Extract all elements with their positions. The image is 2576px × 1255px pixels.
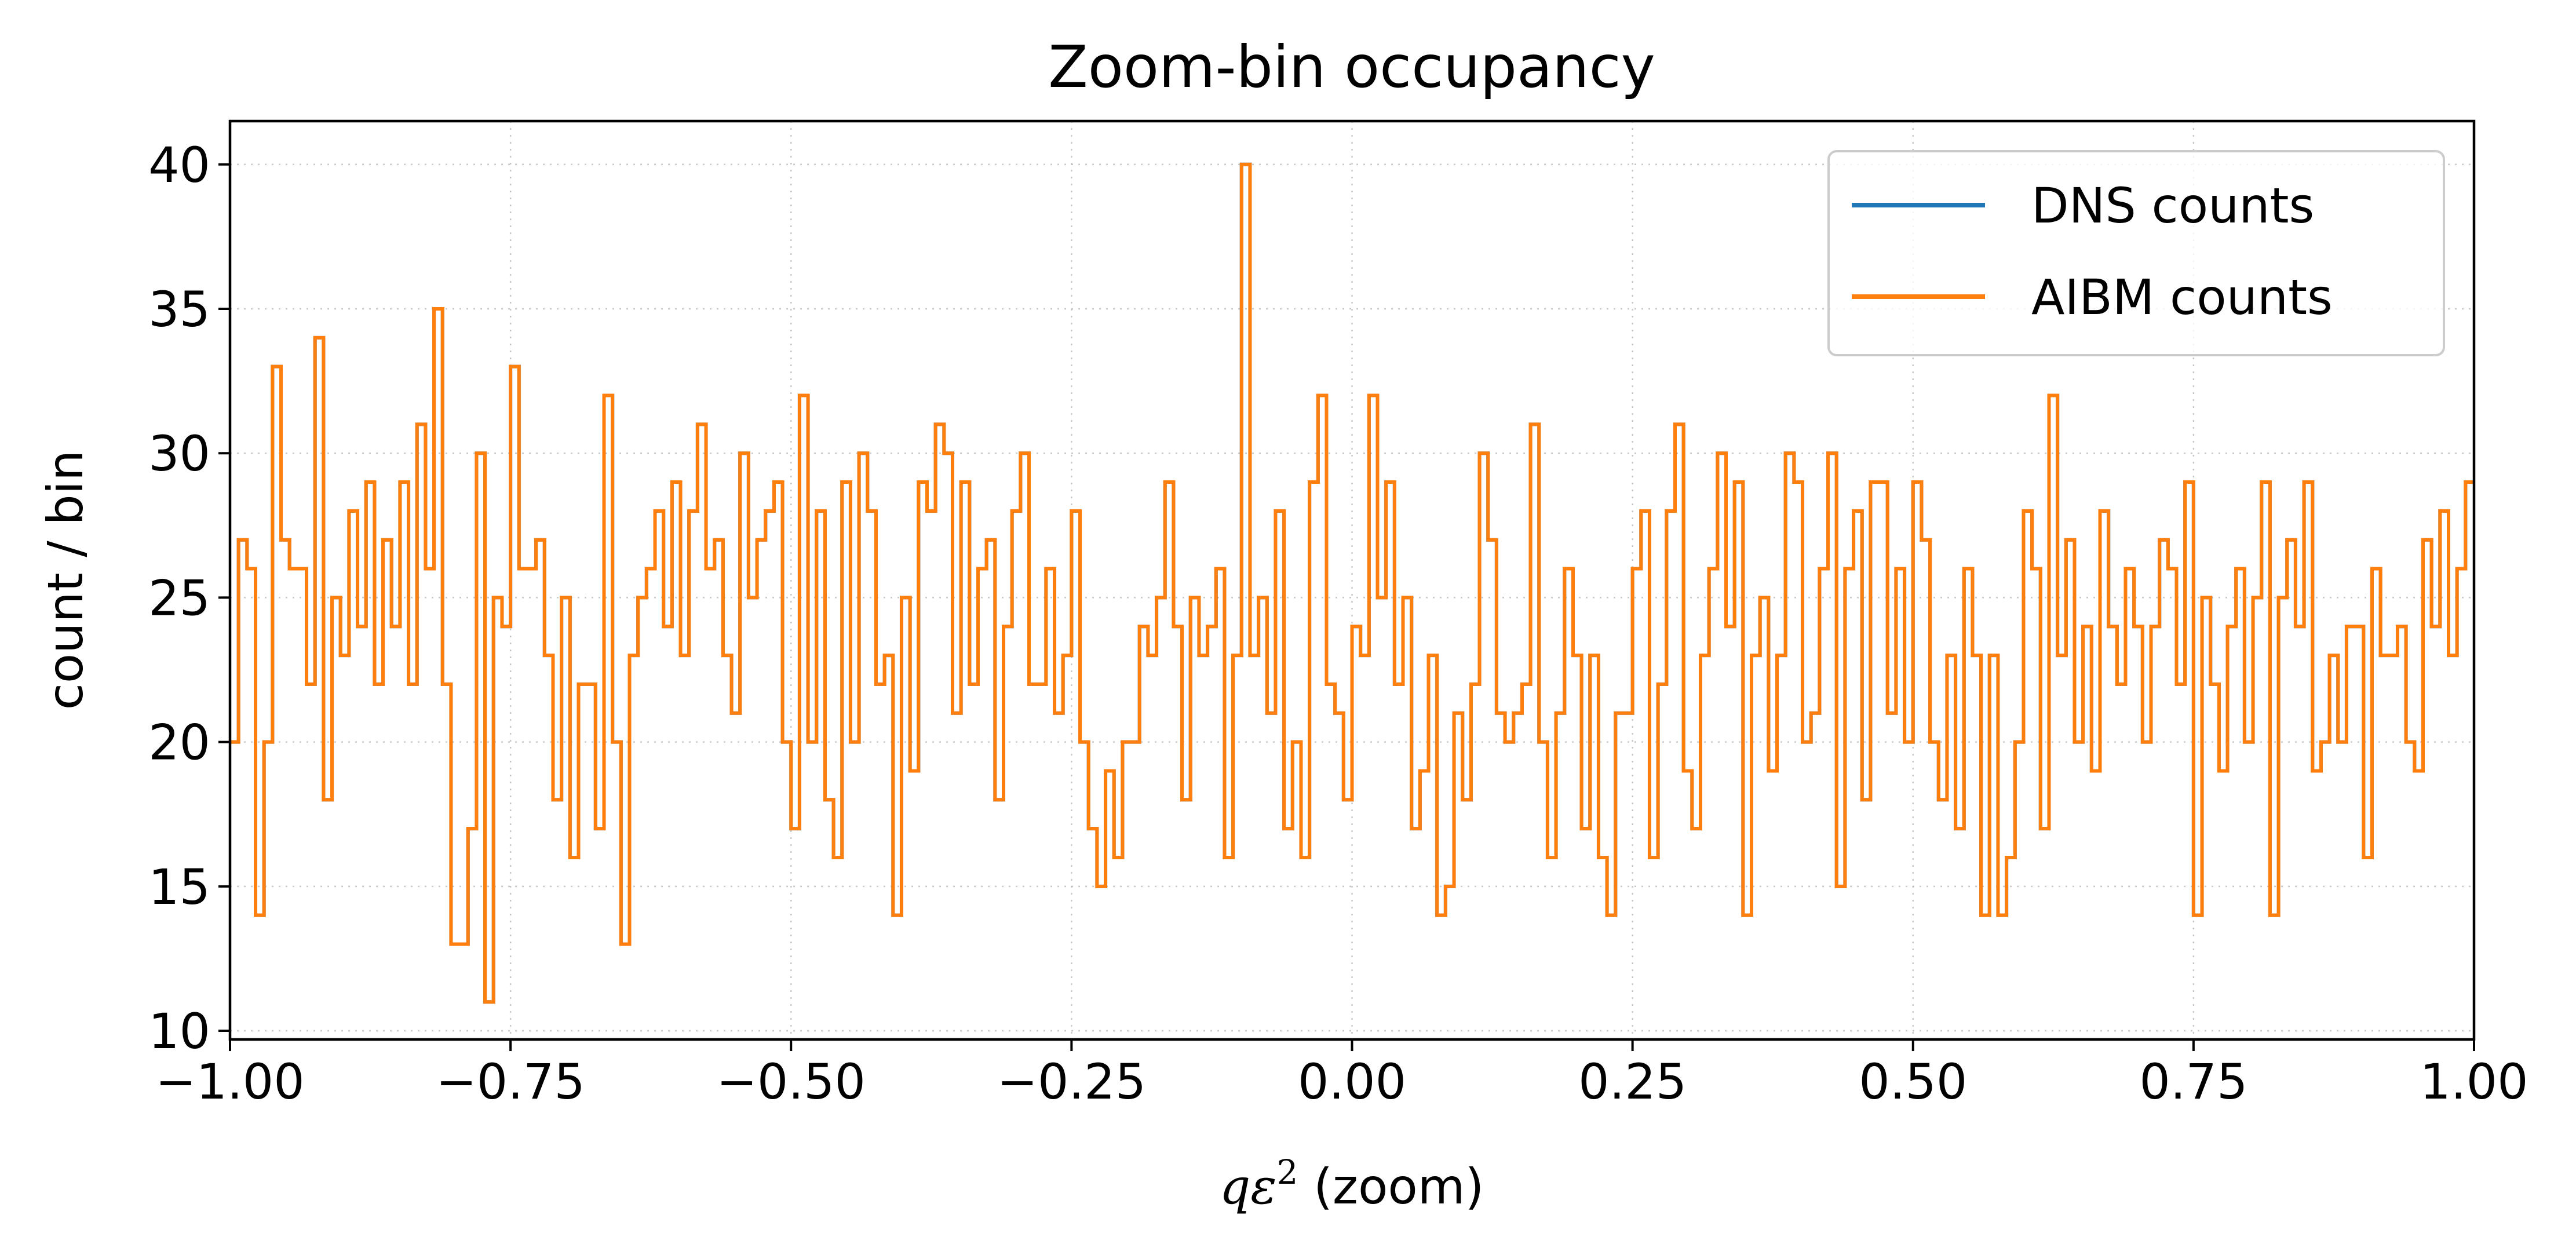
x-tick-label: −0.50 xyxy=(717,1053,866,1110)
legend: DNS counts AIBM counts xyxy=(1827,150,2445,356)
x-tick-label: 0.75 xyxy=(2139,1053,2247,1110)
x-tick-label: −1.00 xyxy=(155,1053,304,1110)
y-tick-label: 25 xyxy=(148,570,210,626)
x-tick-label: −0.25 xyxy=(997,1053,1146,1110)
x-tick-label: −0.75 xyxy=(436,1053,585,1110)
series-group xyxy=(230,162,2474,1004)
legend-label-aibm: AIBM counts xyxy=(2031,269,2333,326)
x-axis-label-suffix: (zoom) xyxy=(1298,1158,1484,1215)
x-axis-label-math: qε xyxy=(1220,1158,1277,1215)
y-tick-label: 40 xyxy=(148,137,210,194)
legend-frame xyxy=(1827,150,2445,356)
series-line-aibm-counts xyxy=(230,162,2474,1004)
chart-title: Zoom-bin occupancy xyxy=(1048,33,1655,101)
x-axis-label: qε2 (zoom) xyxy=(1220,1152,1484,1215)
y-tick-label: 15 xyxy=(148,859,210,915)
x-tick-label: 1.00 xyxy=(2420,1053,2528,1110)
x-tick-label: 0.25 xyxy=(1578,1053,1687,1110)
x-axis-label-superscript: 2 xyxy=(1277,1152,1298,1192)
ticks: −1.00 −0.75 −0.50 −0.25 0.00 0.25 0.50 0.75 1.00… xyxy=(148,137,2528,1110)
legend-label-dns: DNS counts xyxy=(2031,177,2314,234)
x-tick-label: 0.50 xyxy=(1859,1053,1967,1110)
y-axis-label: count / bin xyxy=(37,450,94,710)
y-tick-label: 10 xyxy=(148,1003,210,1060)
y-tick-label: 35 xyxy=(148,281,210,338)
y-tick-label: 30 xyxy=(148,425,210,482)
y-tick-label: 20 xyxy=(148,714,210,771)
x-tick-label: 0.00 xyxy=(1298,1053,1406,1110)
